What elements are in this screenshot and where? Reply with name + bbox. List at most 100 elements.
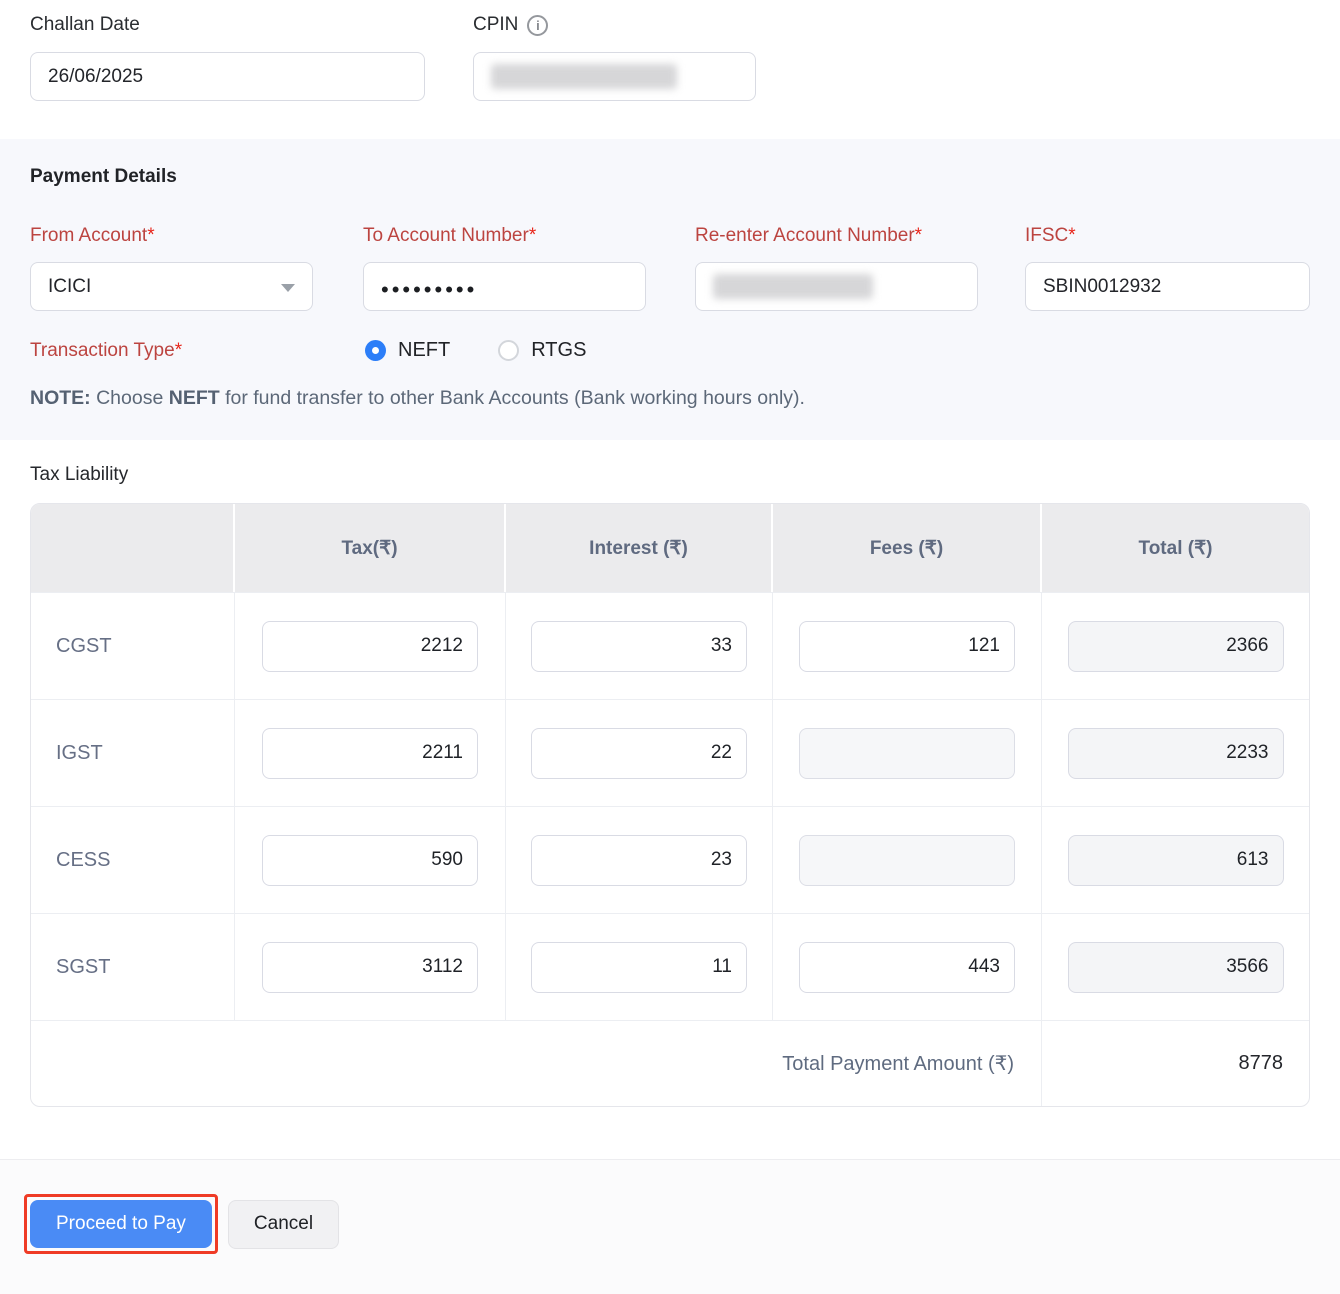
- reenter-account-redacted-value: [713, 274, 873, 299]
- to-account-input[interactable]: •••••••••: [363, 262, 646, 311]
- total-cell: [1042, 700, 1309, 806]
- igst-total-input: [1067, 727, 1284, 779]
- cgst-interest-input[interactable]: [531, 620, 747, 672]
- chevron-down-icon: [281, 283, 295, 292]
- sgst-interest-input[interactable]: [531, 941, 747, 993]
- igst-fees-input: [799, 727, 1015, 779]
- transaction-type-options: NEFT RTGS: [365, 339, 634, 362]
- challan-date-input[interactable]: [30, 52, 425, 101]
- to-account-field-group: To Account Number* •••••••••: [363, 225, 695, 311]
- header-empty-cell: [31, 504, 235, 592]
- reenter-account-input[interactable]: [695, 262, 978, 311]
- total-cell: [1042, 807, 1309, 913]
- radio-unselected-icon[interactable]: [498, 340, 520, 361]
- note-neft: NEFT: [168, 387, 220, 409]
- cpin-field-group: CPIN i: [473, 14, 756, 101]
- challan-date-label: Challan Date: [30, 14, 140, 35]
- payment-details-title: Payment Details: [30, 166, 177, 187]
- from-account-value: ICICI: [48, 275, 92, 297]
- from-account-label: From Account*: [30, 225, 363, 247]
- ifsc-label-text: IFSC: [1025, 225, 1069, 246]
- table-row-sgst: SGST: [31, 913, 1309, 1020]
- reenter-account-label: Re-enter Account Number*: [695, 225, 1025, 247]
- interest-cell: [506, 700, 773, 806]
- tax-liability-table: Tax(₹) Interest (₹) Fees (₹) Total (₹) C…: [30, 503, 1310, 1107]
- required-asterisk: *: [174, 339, 183, 361]
- note-prefix: NOTE:: [30, 387, 91, 409]
- interest-cell: [506, 807, 773, 913]
- top-fields-section: Challan Date CPIN i: [0, 0, 1340, 101]
- fees-cell: [773, 914, 1042, 1020]
- payment-details-section: Payment Details From Account* ICICI To A…: [0, 139, 1340, 440]
- footer-action-bar: Proceed to Pay Cancel: [0, 1159, 1340, 1294]
- tax-liability-title: Tax Liability: [30, 464, 129, 485]
- proceed-to-pay-button[interactable]: Proceed to Pay: [30, 1200, 212, 1248]
- header-interest: Interest (₹): [506, 504, 773, 592]
- cess-interest-input[interactable]: [531, 834, 747, 886]
- ifsc-field-group: IFSC*: [1025, 225, 1310, 311]
- from-account-label-text: From Account: [30, 225, 148, 246]
- table-row-cess: CESS: [31, 806, 1309, 913]
- tax-cell: [235, 914, 506, 1020]
- from-account-field-group: From Account* ICICI: [30, 225, 363, 311]
- table-header-row: Tax(₹) Interest (₹) Fees (₹) Total (₹): [31, 504, 1309, 592]
- header-tax: Tax(₹): [235, 504, 506, 592]
- neft-note: NOTE: Choose NEFT for fund transfer to o…: [30, 387, 1310, 410]
- from-account-select[interactable]: ICICI: [30, 262, 313, 311]
- total-payment-value: 8778: [1238, 1052, 1284, 1074]
- cancel-button[interactable]: Cancel: [227, 1199, 340, 1249]
- radio-selected-icon[interactable]: [365, 340, 386, 361]
- note-suffix: for fund transfer to other Bank Accounts…: [219, 387, 805, 409]
- ifsc-input[interactable]: [1025, 262, 1310, 311]
- interest-cell: [506, 914, 773, 1020]
- tax-liability-section: Tax Liability Tax(₹) Interest (₹) Fees (…: [0, 464, 1340, 1107]
- ifsc-label: IFSC*: [1025, 225, 1310, 247]
- total-payment-row: Total Payment Amount (₹) 8778: [31, 1020, 1309, 1106]
- cpin-redacted-value: [491, 64, 677, 89]
- required-asterisk: *: [1068, 225, 1076, 246]
- cpin-label-row: CPIN i: [473, 14, 756, 36]
- note-middle: Choose: [90, 387, 169, 409]
- fees-cell: [773, 593, 1042, 699]
- cess-total-input: [1067, 834, 1284, 886]
- total-payment-label: Total Payment Amount (₹): [31, 1021, 1042, 1106]
- tax-cell: [235, 807, 506, 913]
- cgst-tax-input[interactable]: [262, 620, 478, 672]
- sgst-total-input: [1067, 941, 1284, 993]
- table-row-cgst: CGST: [31, 592, 1309, 699]
- header-total: Total (₹): [1138, 537, 1213, 559]
- sgst-fees-input[interactable]: [799, 941, 1015, 993]
- transaction-type-row: Transaction Type* NEFT RTGS: [30, 339, 1310, 362]
- total-cell: [1042, 593, 1309, 699]
- fees-cell: [773, 700, 1042, 806]
- interest-cell: [506, 593, 773, 699]
- total-cell: [1042, 914, 1309, 1020]
- info-icon[interactable]: i: [527, 14, 549, 36]
- to-account-label: To Account Number*: [363, 225, 695, 247]
- row-label: CESS: [31, 807, 235, 913]
- cess-fees-input: [799, 834, 1015, 886]
- cess-tax-input[interactable]: [262, 834, 478, 886]
- payment-fields-row: From Account* ICICI To Account Number* •…: [30, 225, 1310, 311]
- header-fees: Fees (₹): [773, 504, 1042, 592]
- tax-cell: [235, 593, 506, 699]
- cgst-fees-input[interactable]: [799, 620, 1015, 672]
- neft-radio-label: NEFT: [398, 339, 451, 361]
- igst-tax-input[interactable]: [262, 727, 478, 779]
- row-label: CGST: [31, 593, 235, 699]
- fees-cell: [773, 807, 1042, 913]
- tax-cell: [235, 700, 506, 806]
- transaction-type-label: Transaction Type*: [30, 340, 365, 362]
- red-highlight-annotation: Proceed to Pay: [24, 1194, 218, 1254]
- igst-interest-input[interactable]: [531, 727, 747, 779]
- required-asterisk: *: [914, 225, 923, 246]
- reenter-account-field-group: Re-enter Account Number*: [695, 225, 1025, 311]
- sgst-tax-input[interactable]: [262, 941, 478, 993]
- to-account-label-text: To Account Number: [363, 225, 529, 246]
- radio-option-neft[interactable]: NEFT: [365, 339, 450, 362]
- row-label: SGST: [31, 914, 235, 1020]
- cpin-input[interactable]: [473, 52, 756, 101]
- radio-option-rtgs[interactable]: RTGS: [498, 339, 586, 362]
- cgst-total-input: [1067, 620, 1284, 672]
- table-row-igst: IGST: [31, 699, 1309, 806]
